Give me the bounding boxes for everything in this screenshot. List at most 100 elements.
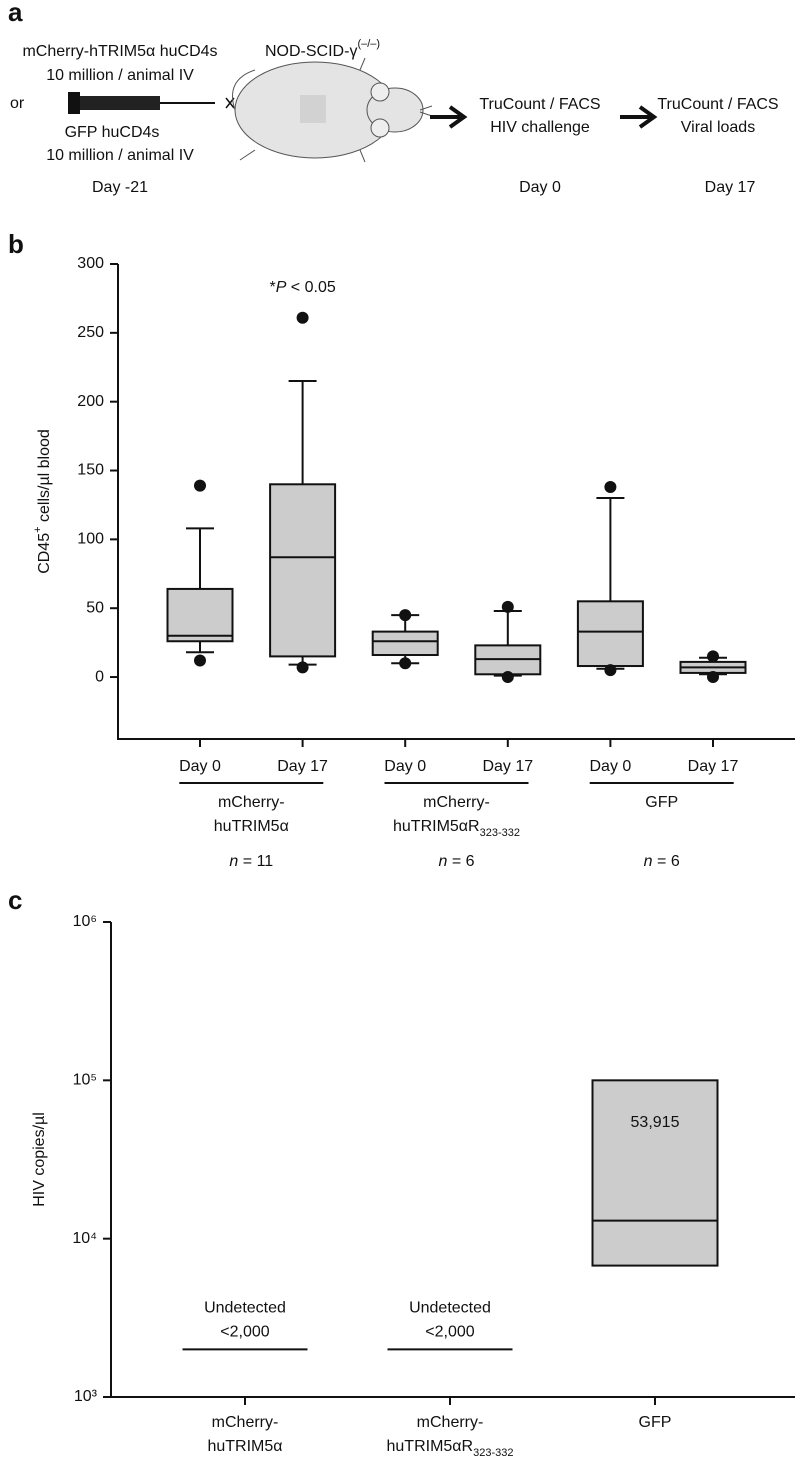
box	[166, 587, 234, 643]
label-line: huTRIM5α	[207, 1438, 282, 1455]
y-axis-label: HIV copies/µl	[31, 1112, 48, 1207]
subscript: 323-332	[473, 1447, 513, 1459]
label-line: huTRIM5α	[214, 818, 289, 835]
category-label: mCherry-	[417, 1414, 484, 1431]
or-label: or	[10, 95, 25, 112]
day-label: Day 0	[519, 179, 561, 196]
outlier	[194, 479, 206, 492]
y-tick-label: 50	[86, 599, 104, 616]
note-label: Undetected	[204, 1300, 286, 1317]
category-label: huTRIM5α	[214, 818, 289, 835]
panel-label: c	[8, 885, 22, 915]
outlier	[296, 661, 309, 674]
whisker-high	[493, 609, 522, 646]
outlier	[604, 664, 617, 677]
y-tick-label: 100	[77, 531, 104, 548]
x-tick-label: Day 17	[688, 758, 739, 775]
mouse	[232, 57, 433, 163]
outlier	[501, 671, 514, 684]
x-tick-label: Day 0	[179, 758, 221, 775]
dose-label: 10 million / animal IV	[46, 147, 194, 164]
annotation: *P < 0.05	[269, 279, 335, 296]
category-label: mCherry-	[212, 1414, 279, 1431]
panel-label: a	[8, 0, 23, 27]
category-label: huTRIM5α	[207, 1438, 282, 1455]
y-tick-label: 150	[77, 462, 104, 479]
n-symbol: n	[438, 853, 447, 870]
label-line: GFP	[645, 794, 678, 811]
y-tick-label: 200	[77, 393, 104, 410]
outlier	[707, 671, 719, 684]
y-axis-label: CD45+ cells/µl blood	[32, 429, 53, 574]
outlier	[399, 657, 412, 670]
label-line: huTRIM5αR	[387, 1438, 474, 1455]
outlier	[399, 609, 412, 622]
annotation-part: P	[276, 279, 287, 296]
label-line: mCherry-	[212, 1414, 279, 1431]
outlier	[501, 600, 514, 613]
mouse-strain: NOD-SCID-γ(–/–)	[265, 38, 380, 60]
n-label: n = 6	[644, 853, 680, 870]
y-tick-label: 250	[77, 324, 104, 341]
genotype: (–/–)	[357, 38, 380, 50]
box	[269, 483, 337, 658]
annotation-part: < 0.05	[286, 279, 335, 296]
label-line: mCherry-	[417, 1414, 484, 1431]
box	[371, 630, 439, 657]
arrow	[430, 105, 658, 129]
annotation-part: *	[269, 279, 275, 296]
day-label: Day 17	[705, 179, 756, 196]
syringe	[68, 92, 235, 114]
cells-label: GFP huCD4s	[65, 124, 160, 141]
x-tick-label: Day 0	[590, 758, 632, 775]
label-line: GFP	[639, 1414, 672, 1431]
y-tick-label: 0	[95, 668, 104, 685]
category-label: GFP	[639, 1414, 672, 1431]
whisker-high	[186, 527, 214, 589]
outlier	[194, 654, 206, 667]
category-label: mCherry-	[218, 794, 285, 811]
value-label: <2,000	[220, 1324, 269, 1341]
label-line: mCherry-	[218, 794, 285, 811]
subscript: 323-332	[480, 827, 520, 839]
n-label: n = 11	[229, 853, 273, 870]
whisker-high	[288, 380, 317, 485]
x-tick-label: Day 0	[384, 758, 426, 775]
day-label: Day -21	[92, 179, 148, 196]
n-value: = 6	[653, 853, 680, 870]
label-line: huTRIM5αR	[393, 818, 480, 835]
value-label: 53,915	[631, 1114, 680, 1131]
y-label-part: cells/µl blood	[36, 429, 53, 526]
n-label: n = 6	[438, 853, 474, 870]
x-tick-label: Day 17	[277, 758, 328, 775]
category-label: GFP	[645, 794, 678, 811]
whisker-high	[596, 497, 625, 602]
y-label-part: +	[32, 526, 44, 532]
label-line: mCherry-	[423, 794, 490, 811]
n-value: = 11	[238, 853, 273, 870]
y-tick-label: 10⁵	[73, 1072, 97, 1089]
step-label: HIV challenge	[490, 119, 590, 136]
axis	[117, 264, 795, 740]
box	[591, 1079, 719, 1267]
outlier	[707, 650, 719, 663]
category-label: mCherry-	[423, 794, 490, 811]
n-symbol: n	[229, 853, 238, 870]
whisker-low	[186, 641, 214, 654]
value-label: <2,000	[425, 1324, 474, 1341]
step-label: TruCount / FACS	[479, 96, 600, 113]
panel-label: b	[8, 229, 24, 259]
n-value: = 6	[447, 853, 474, 870]
y-label-part: HIV copies/µl	[31, 1112, 48, 1207]
y-label-part: CD45	[36, 533, 53, 574]
outlier	[604, 481, 617, 494]
y-tick-label: 300	[77, 255, 104, 272]
strain: NOD-SCID-γ	[265, 43, 357, 60]
box	[576, 600, 644, 668]
y-tick-label: 10³	[74, 1388, 98, 1405]
y-tick-label: 10⁴	[72, 1230, 97, 1247]
n-symbol: n	[644, 853, 653, 870]
category-label: huTRIM5αR323-332	[387, 1438, 514, 1459]
category-label: huTRIM5αR323-332	[393, 818, 520, 839]
